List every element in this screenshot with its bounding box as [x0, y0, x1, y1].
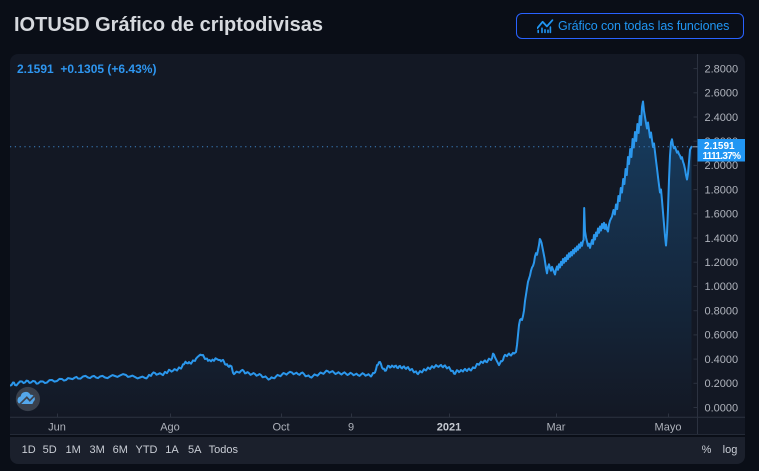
svg-text:1.8000: 1.8000: [705, 184, 739, 196]
svg-text:0.4000: 0.4000: [705, 354, 739, 366]
svg-text:Jun: Jun: [48, 421, 66, 433]
svg-text:2.1591: 2.1591: [704, 141, 735, 152]
svg-text:2.4000: 2.4000: [705, 112, 739, 124]
svg-text:0.0000: 0.0000: [705, 402, 739, 414]
svg-text:2.6000: 2.6000: [705, 88, 739, 100]
svg-text:1.4000: 1.4000: [705, 233, 739, 245]
svg-text:2021: 2021: [437, 421, 461, 433]
svg-text:Mayo: Mayo: [655, 421, 682, 433]
svg-text:1.0000: 1.0000: [705, 281, 739, 293]
svg-text:Ago: Ago: [160, 421, 180, 433]
svg-text:1.2000: 1.2000: [705, 257, 739, 269]
svg-text:2.0000: 2.0000: [705, 160, 739, 172]
svg-text:1.6000: 1.6000: [705, 209, 739, 221]
svg-text:Oct: Oct: [272, 421, 289, 433]
svg-text:1111.37%: 1111.37%: [703, 151, 742, 162]
svg-text:Mar: Mar: [547, 421, 566, 433]
svg-text:2.8000: 2.8000: [705, 63, 739, 75]
svg-text:0.2000: 0.2000: [705, 378, 739, 390]
svg-text:0.8000: 0.8000: [705, 306, 739, 318]
svg-text:9: 9: [348, 421, 354, 433]
svg-text:0.6000: 0.6000: [705, 330, 739, 342]
